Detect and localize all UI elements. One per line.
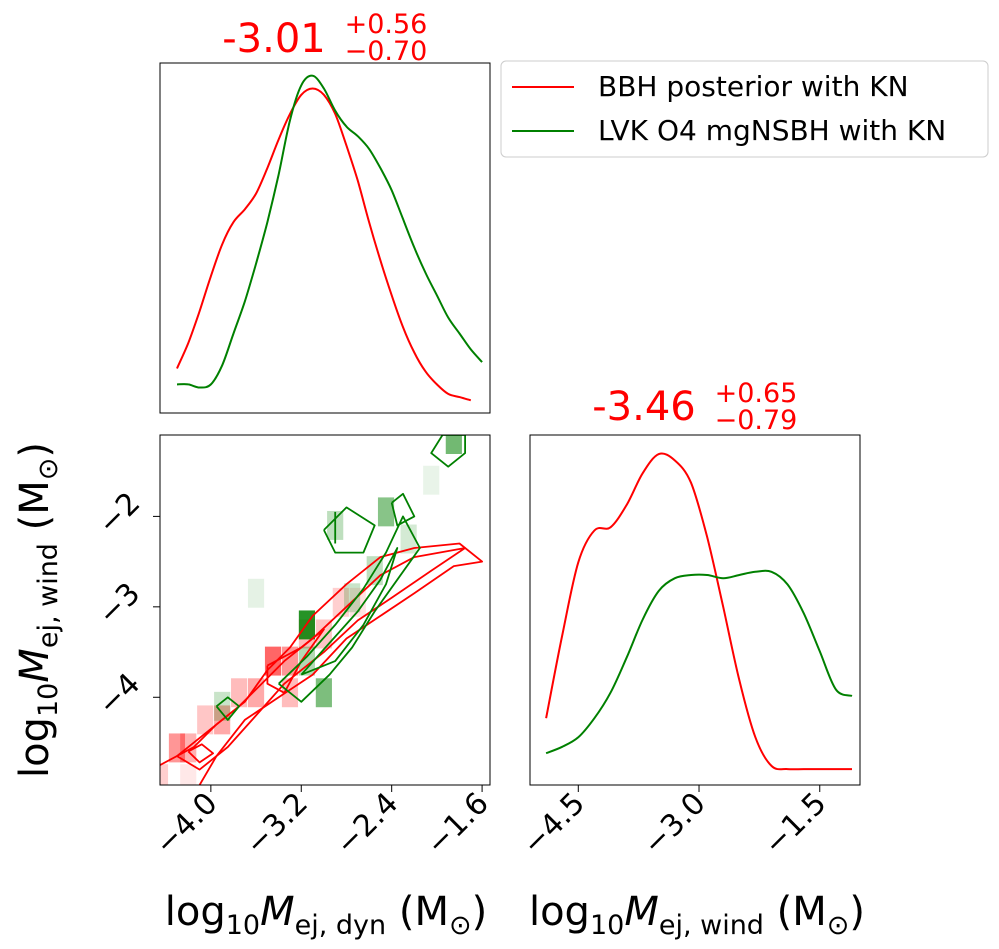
- heatmap-cell-bbh: [349, 587, 366, 617]
- marginal-wind-xtick-label: −4.5: [516, 786, 592, 862]
- heatmap-cell-lvk: [377, 497, 395, 527]
- heatmap-cell-lvk: [247, 578, 265, 608]
- heatmap-cell-bbh: [180, 764, 197, 785]
- legend-label-lvk: LVK O4 mgNSBH with KN: [598, 114, 946, 147]
- heatmap-cell-bbh: [197, 705, 214, 735]
- x-axis-label-wind: log10Mej, wind (M⊙): [529, 889, 865, 941]
- heatmap-cell-bbh: [231, 678, 248, 708]
- svg-text:log10Mej, wind (M⊙): log10Mej, wind (M⊙): [529, 889, 865, 941]
- marginal-wind-curve-bbh: [545, 452, 852, 771]
- joint-ytick-label: −4: [91, 667, 147, 723]
- x-axis-label-dyn: log10Mej, dyn (M⊙): [165, 889, 487, 941]
- contour-lvk: [300, 547, 399, 676]
- joint-ytick-label: −3: [91, 576, 147, 632]
- joint-frame: [159, 434, 491, 786]
- heatmap-cell-lvk: [315, 678, 332, 708]
- contour-bbh: [176, 547, 466, 771]
- marginal-wind-title-plus: +0.65: [715, 378, 798, 409]
- joint-xtick-label: −3.2: [239, 786, 315, 862]
- marginal-dyn-title-value: -3.01: [222, 16, 326, 62]
- contour-lvk: [278, 515, 421, 703]
- svg-text:log10Mej, wind (M⊙): log10Mej, wind (M⊙): [12, 442, 64, 778]
- heatmap-cell-bbh: [160, 764, 169, 785]
- contour-bbh: [160, 542, 483, 785]
- marginal-dyn-curves: [176, 74, 483, 402]
- joint-contours: [160, 435, 483, 785]
- legend: BBH posterior with KN LVK O4 mgNSBH with…: [500, 60, 989, 158]
- joint-ytick-label: −2: [91, 486, 147, 542]
- marginal-dyn-curve-lvk: [176, 74, 483, 389]
- marginal-wind-curves: [545, 452, 853, 771]
- heatmap-cell-lvk: [423, 465, 440, 495]
- heatmap-cell-bbh: [168, 733, 186, 763]
- contour-lvk: [430, 435, 466, 468]
- legend-box: [500, 60, 989, 158]
- contour-lvk: [215, 696, 240, 721]
- marginal-wind-xtick-label: −1.5: [757, 786, 833, 862]
- marginal-wind-curve-lvk: [545, 569, 853, 755]
- heatmap-cell-lvk: [445, 435, 462, 454]
- heatmap-cell-lvk: [400, 524, 417, 554]
- joint-xtick-label: −4.0: [148, 786, 224, 862]
- marginal-wind-title-minus: −0.79: [715, 405, 798, 436]
- axis-ticks: −4.0 −3.2 −2.4 −1.6 −4.5 −3.0 −1.5 −4 −3 −2: [91, 486, 833, 863]
- marginal-dyn-curve-bbh: [176, 87, 472, 402]
- legend-label-bbh: BBH posterior with KN: [598, 70, 909, 103]
- marginal-wind-title-value: -3.46: [592, 384, 696, 430]
- svg-text:log10Mej, dyn (M⊙): log10Mej, dyn (M⊙): [165, 889, 487, 941]
- marginal-dyn-frame: [159, 62, 491, 414]
- contour-lvk: [323, 506, 376, 554]
- joint-xtick-label: −1.6: [419, 786, 495, 862]
- joint-xtick-label: −2.4: [329, 786, 405, 862]
- marginal-wind-frame: [529, 434, 861, 786]
- marginal-dyn-title-plus: +0.56: [345, 9, 428, 40]
- marginal-wind-xtick-label: −3.0: [636, 786, 712, 862]
- contour-lvk: [390, 492, 416, 527]
- marginal-dyn-title-minus: −0.70: [345, 36, 428, 67]
- y-axis-label-wind: log10Mej, wind (M⊙): [12, 442, 64, 778]
- contour-bbh: [187, 743, 214, 764]
